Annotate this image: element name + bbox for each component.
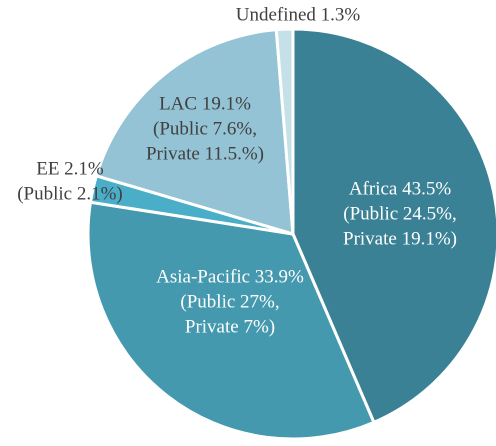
slice-label: Private 7%) <box>185 316 275 337</box>
pie-slice <box>94 28 295 237</box>
slice-label: (Public 24.5%, <box>343 203 456 224</box>
pie-slice <box>86 200 376 441</box>
slice-label: Asia-Pacific 33.9% <box>156 266 304 287</box>
slice-label: Undefined 1.3% <box>236 4 361 25</box>
slice-label: EE 2.1% <box>36 158 104 179</box>
slice-label: (Public 2.1%) <box>17 183 123 204</box>
slice-label: (Public 7.6%, <box>153 118 257 139</box>
slice-label: Private 11.5.%) <box>146 143 264 164</box>
slice-label: Africa 43.5% <box>349 178 452 199</box>
slice-label: LAC 19.1% <box>159 93 251 114</box>
pie-slice <box>274 27 295 235</box>
slice-label: (Public 27%, <box>180 291 279 312</box>
pie-slice <box>291 27 496 425</box>
slice-label: Private 19.1%) <box>343 228 457 249</box>
